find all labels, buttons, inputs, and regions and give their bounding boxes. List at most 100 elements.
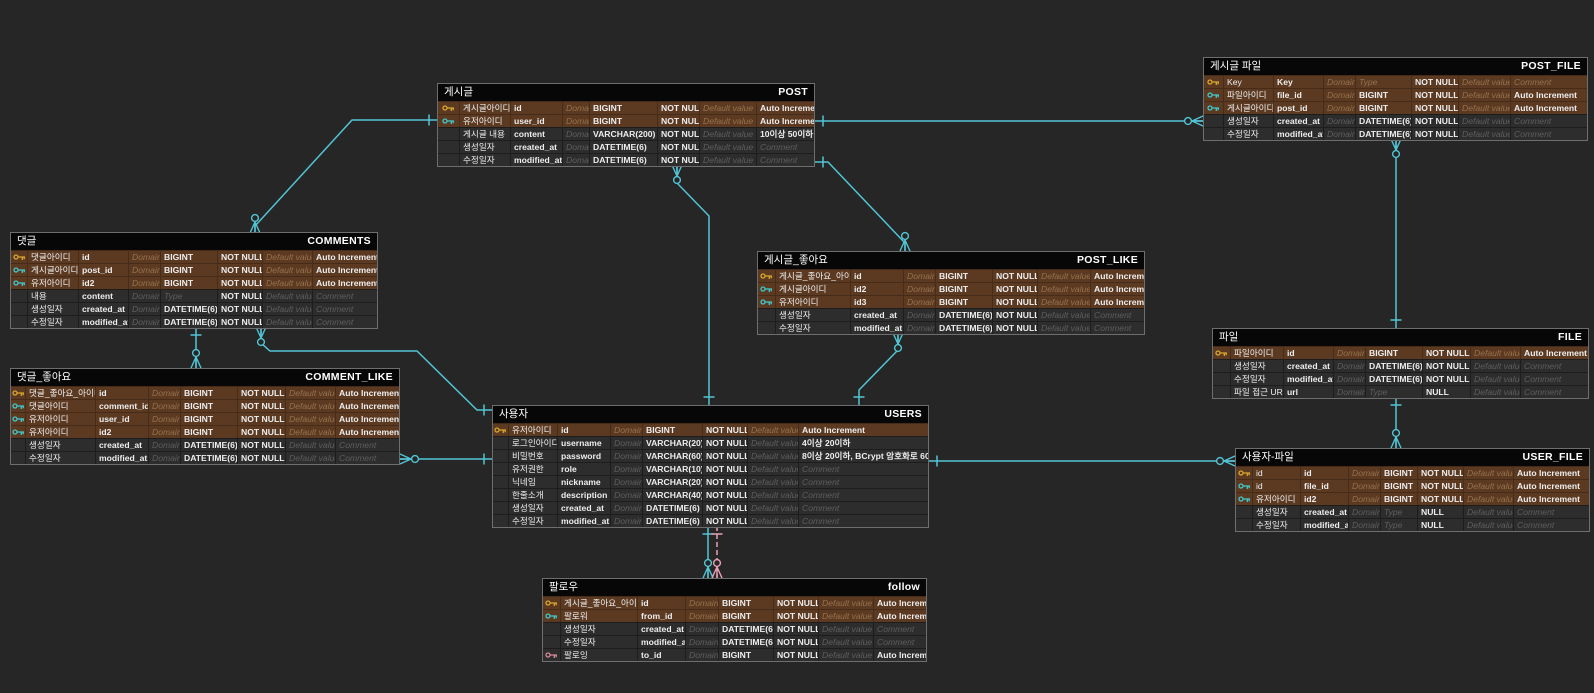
relationship-line[interactable] xyxy=(254,119,437,233)
relationship-post-comments[interactable] xyxy=(249,114,437,234)
table-row[interactable]: 로그인아이디 username Domain VARCHAR(20) NOT NULL D… xyxy=(493,436,928,449)
cell-type: Type xyxy=(1381,519,1418,531)
table-row[interactable]: 게시글아이디 id2 Domain BIGINT NOT NULL Default val… xyxy=(758,282,1144,295)
table-POST_LIKE[interactable]: 게시글_좋아요POST_LIKE게시글_좋아요_아이디idDomainBIGIN… xyxy=(757,251,1145,335)
table-row[interactable]: 내용 content Domain Type NOT NULL Default value… xyxy=(11,289,377,302)
cell-default-value: Default value xyxy=(748,424,799,436)
cell-comment: Comment xyxy=(1517,507,1555,517)
table-row[interactable]: 생성일자 created_at Domain Type NULL Default valu… xyxy=(1236,505,1589,518)
table-COMMENT_LIKE[interactable]: 댓글_좋아요 COMMENT_LIKE 댓글_좋아요_아이디 id Domain BIGI… xyxy=(10,368,400,465)
relationship-line[interactable] xyxy=(676,165,710,405)
table-COMMENTS[interactable]: 댓글 COMMENTS 댓글아이디 id Domain BIGINT NOT NULL Def… xyxy=(10,232,378,329)
relationship-line[interactable] xyxy=(858,333,899,405)
relationship-line[interactable] xyxy=(815,161,906,251)
table-header[interactable]: 사용자-파일 USER_FILE xyxy=(1236,449,1589,466)
table-row[interactable]: 팔로워 from_id Domain BIGINT NOT NULL Default va… xyxy=(543,609,926,622)
table-row[interactable]: 유저아이디 id3 Domain BIGINT NOT NULL Default valu… xyxy=(758,295,1144,308)
table-row[interactable]: 게시글 내용contentDomainVARCHAR(200)NOT NULLD… xyxy=(438,127,814,140)
cell-physical-name: modified_at xyxy=(96,452,149,464)
table-row[interactable]: 수정일자 modified_at Domain Type NULL Default val… xyxy=(1236,518,1589,531)
relationship-post-post_like[interactable] xyxy=(815,156,911,252)
table-row[interactable]: id file_id Domain BIGINT NOT NULL Default val… xyxy=(1236,479,1589,492)
relationship-users-follow[interactable] xyxy=(711,526,723,579)
cell-physical-name: modified_at xyxy=(851,322,904,334)
table-row[interactable]: 유저아이디 id2 Domain BIGINT NOT NULL Default valu… xyxy=(11,276,377,289)
table-row[interactable]: 한줄소개 description Domain VARCHAR(40) NOT NULL… xyxy=(493,488,928,501)
relationship-file-post_file[interactable] xyxy=(1390,138,1402,328)
table-row[interactable]: 파일 접근 URL url Domain Type NULL Default value C… xyxy=(1213,385,1588,398)
table-row[interactable]: 댓글아이디 comment_id Domain BIGINT NOT NULL Defau… xyxy=(11,399,399,412)
table-row[interactable]: 유저아이디 id2 Domain BIGINT NOT NULL Default valu… xyxy=(1236,492,1589,505)
relationship-users-follow[interactable] xyxy=(702,526,714,579)
table-row[interactable]: 댓글_좋아요_아이디 id Domain BIGINT NOT NULL Default … xyxy=(11,386,399,399)
table-row[interactable]: 유저아이디 id Domain BIGINT NOT NULL Default value… xyxy=(493,423,928,436)
table-header[interactable]: 댓글 COMMENTS xyxy=(11,233,377,250)
table-row[interactable]: 비밀번호 password Domain VARCHAR(60) NOT NULL Def… xyxy=(493,449,928,462)
relationship-users-user_file[interactable] xyxy=(929,455,1236,467)
table-row[interactable]: 게시글아이디 post_id Domain BIGINT NOT NULL Default… xyxy=(11,263,377,276)
table-POST_FILE[interactable]: 게시글 파일 POST_FILE Key Key Domain Type NOT NULL D… xyxy=(1203,57,1588,141)
table-header[interactable]: 파일 FILE xyxy=(1213,329,1588,346)
table-row[interactable]: 팔로잉 to_id Domain BIGINT NOT NULL Default valu… xyxy=(543,648,926,661)
table-row[interactable]: 닉네임 nickname Domain VARCHAR(20) NOT NULL Defa… xyxy=(493,475,928,488)
relationship-comments-comment_like[interactable] xyxy=(190,327,202,369)
table-USERS[interactable]: 사용자 USERS 유저아이디 id Domain BIGINT NOT NULL Defau… xyxy=(492,405,929,528)
table-row[interactable]: id id Domain BIGINT NOT NULL Default value Aut… xyxy=(1236,466,1589,479)
relationship-users-comment_like[interactable] xyxy=(399,453,492,465)
no-key-icon xyxy=(438,154,460,166)
cell-default-value: Default value xyxy=(1464,519,1514,531)
table-USER_FILE[interactable]: 사용자-파일 USER_FILE id id Domain BIGINT NOT NULL D… xyxy=(1235,448,1590,532)
table-POST[interactable]: 게시글POST게시글아이디idDomainBIGINTNOT NULLDefau… xyxy=(437,83,815,167)
cell-physical-name: created_at xyxy=(558,502,611,514)
table-row[interactable]: 유저아이디 id2 Domain BIGINT NOT NULL Default valu… xyxy=(11,425,399,438)
table-row[interactable]: 파일아이디 file_id Domain BIGINT NOT NULL Default … xyxy=(1204,88,1587,101)
table-row[interactable]: Key Key Domain Type NOT NULL Default value Com… xyxy=(1204,75,1587,88)
table-FILE[interactable]: 파일 FILE 파일아이디 id Domain BIGINT NOT NULL Default… xyxy=(1212,328,1589,399)
crow-foot-icon xyxy=(190,356,202,369)
cell-type: DATETIME(6) xyxy=(181,439,238,451)
table-title-ko: 댓글_좋아요 xyxy=(17,371,72,383)
cell-physical-name: user_id xyxy=(511,115,563,127)
relationship-users-post_like[interactable] xyxy=(853,332,904,405)
table-header[interactable]: 게시글 파일 POST_FILE xyxy=(1204,58,1587,75)
table-row[interactable]: 게시글아이디 post_id Domain BIGINT NOT NULL Default… xyxy=(1204,101,1587,114)
relationship-post-post_file[interactable] xyxy=(815,115,1204,127)
table-row[interactable]: 파일아이디 id Domain BIGINT NOT NULL Default value… xyxy=(1213,346,1588,359)
table-header[interactable]: 댓글_좋아요 COMMENT_LIKE xyxy=(11,369,399,386)
table-header[interactable]: 사용자 USERS xyxy=(493,406,928,423)
table-header[interactable]: 팔로우 follow xyxy=(543,579,926,596)
table-row[interactable]: 댓글아이디 id Domain BIGINT NOT NULL Default value… xyxy=(11,250,377,263)
relationship-file-user_file[interactable] xyxy=(1390,397,1402,449)
table-title-ko: 팔로우 xyxy=(549,581,578,593)
table-follow[interactable]: 팔로우 follow 게시글_좋아요_아이디 id Domain BIGINT NOT NU… xyxy=(542,578,927,662)
relationship-users-post[interactable] xyxy=(671,164,715,405)
table-row[interactable]: 유저권한 role Domain VARCHAR(10) NOT NULL Default… xyxy=(493,462,928,475)
cell-physical-name: modified_at xyxy=(511,154,563,166)
cell-logical-name: 팔로워 xyxy=(561,610,638,622)
cardinality-zero-icon xyxy=(900,231,910,241)
table-header[interactable]: 게시글_좋아요 POST_LIKE xyxy=(758,252,1144,269)
table-header[interactable]: 게시글 POST xyxy=(438,84,814,101)
